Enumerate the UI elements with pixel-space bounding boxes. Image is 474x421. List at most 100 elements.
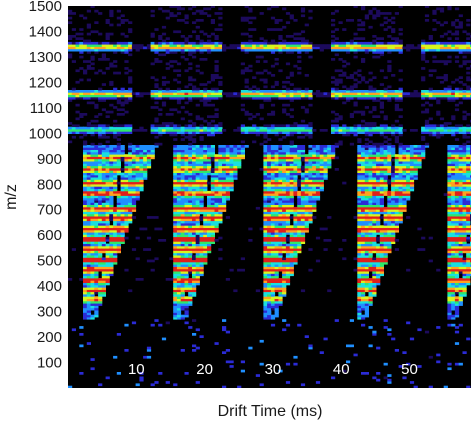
heatmap-cell bbox=[71, 96, 76, 100]
heatmap-cell bbox=[68, 131, 73, 134]
heatmap-cell bbox=[176, 12, 182, 15]
heatmap-cell bbox=[207, 172, 212, 176]
heatmap-cell bbox=[263, 149, 268, 153]
heatmap-cell bbox=[109, 252, 114, 256]
heatmap-cell bbox=[248, 21, 253, 24]
heatmap-cell bbox=[214, 179, 219, 183]
heatmap-cell bbox=[225, 177, 230, 180]
heatmap-cell bbox=[98, 250, 103, 254]
heatmap-cell bbox=[293, 154, 298, 157]
heatmap-cell bbox=[267, 28, 272, 31]
heatmap-cell bbox=[387, 19, 392, 22]
heatmap-cell bbox=[368, 289, 373, 293]
heatmap-cell bbox=[146, 147, 152, 150]
heatmap-cell bbox=[203, 101, 208, 105]
heatmap-cell bbox=[387, 241, 392, 244]
heatmap-cell bbox=[184, 314, 189, 318]
heatmap-cell bbox=[188, 48, 193, 52]
heatmap-cell bbox=[113, 229, 118, 233]
heatmap-cell bbox=[379, 195, 384, 199]
heatmap-cell bbox=[383, 232, 388, 235]
heatmap-cell bbox=[207, 229, 212, 233]
heatmap-cell bbox=[312, 151, 317, 155]
heatmap-cell bbox=[297, 131, 302, 134]
heatmap-cell bbox=[319, 156, 324, 160]
heatmap-cell bbox=[255, 131, 260, 134]
heatmap-cell bbox=[101, 225, 106, 228]
heatmap-cell bbox=[391, 30, 396, 34]
heatmap-cell bbox=[173, 245, 178, 249]
heatmap-cell bbox=[101, 197, 106, 201]
heatmap-cell bbox=[199, 225, 204, 228]
heatmap-cell bbox=[293, 163, 298, 167]
heatmap-cell bbox=[210, 76, 215, 79]
heatmap-cell bbox=[278, 259, 283, 263]
heatmap-cell bbox=[282, 129, 287, 132]
heatmap-cell bbox=[109, 211, 114, 215]
heatmap-cell bbox=[184, 255, 189, 258]
heatmap-cell bbox=[210, 92, 215, 95]
heatmap-cell bbox=[289, 96, 294, 100]
heatmap-cell bbox=[270, 241, 276, 244]
heatmap-cell bbox=[146, 259, 152, 263]
heatmap-cell bbox=[128, 181, 133, 185]
heatmap-cell bbox=[327, 161, 332, 164]
heatmap-cell bbox=[101, 206, 106, 210]
heatmap-cell bbox=[176, 129, 182, 132]
heatmap-cell bbox=[327, 216, 332, 219]
heatmap-cell bbox=[139, 44, 144, 47]
heatmap-cell bbox=[195, 46, 200, 50]
heatmap-cell bbox=[361, 225, 366, 228]
heatmap-cell bbox=[274, 287, 279, 290]
heatmap-cell bbox=[233, 289, 238, 293]
heatmap-cell bbox=[353, 32, 358, 36]
heatmap-cell bbox=[195, 184, 200, 187]
heatmap-cell bbox=[274, 220, 279, 224]
heatmap-cell bbox=[308, 122, 313, 125]
heatmap-cell bbox=[83, 156, 88, 160]
heatmap-cell bbox=[383, 209, 388, 212]
heatmap-cell bbox=[176, 278, 182, 281]
heatmap-cell bbox=[105, 165, 110, 169]
heatmap-cell bbox=[357, 278, 362, 281]
heatmap-cell bbox=[124, 67, 129, 70]
heatmap-cell bbox=[391, 147, 396, 150]
heatmap-cell bbox=[364, 80, 369, 84]
heatmap-cell bbox=[143, 145, 148, 148]
heatmap-cell bbox=[357, 264, 362, 267]
heatmap-cell bbox=[387, 165, 392, 169]
heatmap-cell bbox=[274, 314, 279, 318]
heatmap-cell bbox=[263, 46, 268, 50]
heatmap-cell bbox=[210, 195, 215, 199]
heatmap-cell bbox=[237, 151, 242, 155]
heatmap-cell bbox=[240, 268, 245, 272]
heatmap-cell bbox=[218, 181, 223, 185]
heatmap-cell bbox=[383, 94, 388, 98]
heatmap-cell bbox=[353, 103, 358, 107]
heatmap-cell bbox=[222, 154, 227, 157]
heatmap-cell bbox=[308, 190, 313, 194]
heatmap-cell bbox=[278, 28, 283, 31]
heatmap-cell bbox=[267, 266, 272, 270]
heatmap-cell bbox=[161, 53, 167, 57]
heatmap-cell bbox=[274, 58, 279, 61]
heatmap-cell bbox=[259, 44, 264, 47]
heatmap-cell bbox=[233, 151, 238, 155]
heatmap-cell bbox=[267, 223, 272, 226]
heatmap-cell bbox=[176, 287, 182, 290]
heatmap-cell bbox=[289, 142, 294, 146]
heatmap-cell bbox=[105, 156, 110, 160]
heatmap-cell bbox=[218, 41, 223, 45]
heatmap-cell bbox=[364, 190, 369, 194]
heatmap-cell bbox=[357, 220, 362, 224]
heatmap-cell bbox=[331, 149, 336, 153]
heatmap-cell bbox=[188, 241, 193, 244]
heatmap-cell bbox=[195, 250, 200, 254]
heatmap-cell bbox=[312, 154, 317, 157]
heatmap-cell bbox=[113, 239, 118, 242]
heatmap-cell bbox=[379, 149, 384, 153]
heatmap-cell bbox=[361, 193, 366, 196]
heatmap-cell bbox=[391, 37, 396, 40]
heatmap-cell bbox=[368, 25, 373, 29]
heatmap-cell bbox=[315, 145, 321, 148]
